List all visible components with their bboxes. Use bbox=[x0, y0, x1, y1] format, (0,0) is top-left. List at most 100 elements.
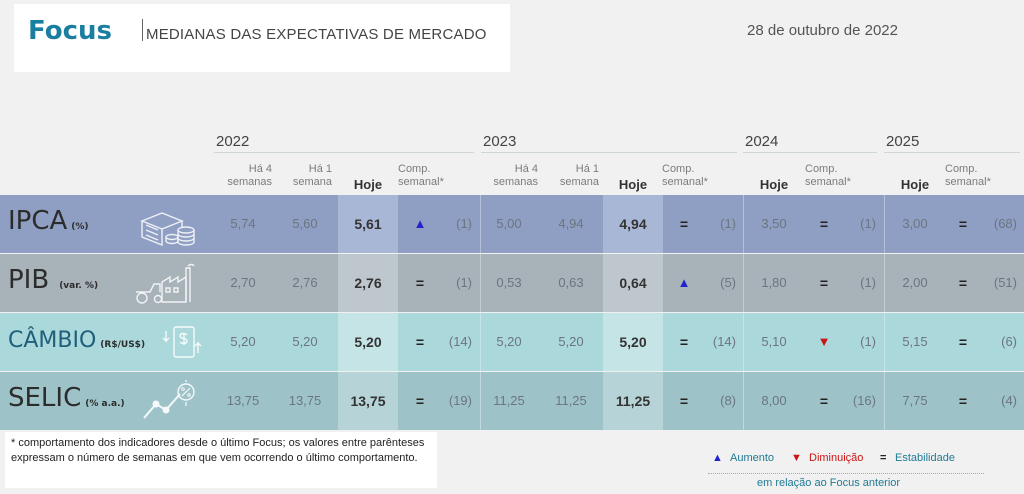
col-head-hoje-2024: Hoje bbox=[759, 177, 789, 192]
trend-equal-icon: = bbox=[679, 216, 689, 232]
value-ha1: 13,75 bbox=[288, 393, 322, 408]
year-divider bbox=[481, 152, 737, 153]
trend-equal-icon: = bbox=[415, 334, 425, 350]
year-divider bbox=[884, 152, 1020, 153]
value-ha1: 11,25 bbox=[555, 393, 587, 408]
hoje-highlight bbox=[338, 254, 398, 312]
row-label-cambio: CÂMBIO (R$/US$) bbox=[8, 328, 146, 353]
footnote: * comportamento dos indicadores desde o … bbox=[5, 432, 437, 488]
legend-divider bbox=[708, 473, 984, 474]
col-head-hoje-2025: Hoje bbox=[900, 177, 930, 192]
year-separator bbox=[743, 372, 744, 430]
value-hoje: 5,20 bbox=[619, 334, 647, 350]
percent-trend-icon bbox=[143, 380, 195, 419]
value-hoje: 11,25 bbox=[615, 393, 651, 409]
coins-stack-icon bbox=[140, 212, 195, 247]
value-hoje: 8,00 bbox=[761, 393, 787, 408]
weeks-count: (1) bbox=[860, 334, 876, 349]
factory-tractor-icon bbox=[136, 263, 195, 304]
value-hoje: 0,64 bbox=[619, 275, 647, 291]
legend-up-icon: ▲ bbox=[712, 452, 723, 464]
trend-equal-icon: = bbox=[958, 334, 968, 350]
table-row-cambio: CÂMBIO (R$/US$) 5,20 5,20 5,20 = (14) 5,2… bbox=[0, 313, 1024, 371]
year-2024: 2024 bbox=[745, 133, 779, 150]
value-hoje: 5,15 bbox=[902, 334, 928, 349]
value-ha4: 5,74 bbox=[230, 216, 256, 231]
weeks-count: (1) bbox=[860, 275, 876, 290]
header-divider bbox=[142, 19, 143, 41]
col-head-ha1-2022: Há 1 semana bbox=[292, 163, 332, 188]
year-separator bbox=[884, 313, 885, 371]
col-head-comp-2022: Comp. semanal* bbox=[398, 163, 444, 188]
weeks-count: (6) bbox=[1001, 334, 1017, 349]
year-separator bbox=[480, 254, 481, 312]
year-2025: 2025 bbox=[886, 133, 920, 150]
year-separator bbox=[480, 372, 481, 430]
table-row-pib: PIB (var. %) 2,70 2,76 2,76 = (1) 0,53 0,… bbox=[0, 254, 1024, 312]
col-head-comp-2024: Comp. semanal* bbox=[805, 163, 851, 188]
value-hoje: 3,00 bbox=[902, 216, 928, 231]
weeks-count: (19) bbox=[448, 393, 472, 408]
value-ha4: 5,20 bbox=[230, 334, 256, 349]
value-ha4: 5,20 bbox=[496, 334, 522, 349]
year-separator bbox=[743, 254, 744, 312]
value-hoje: 5,20 bbox=[354, 334, 382, 350]
hoje-highlight bbox=[603, 254, 663, 312]
value-hoje: 3,50 bbox=[761, 216, 787, 231]
trend-equal-icon: = bbox=[958, 216, 968, 232]
trend-equal-icon: = bbox=[415, 275, 425, 291]
year-separator bbox=[884, 372, 885, 430]
brand-logo: Focus bbox=[28, 16, 112, 46]
value-hoje: 7,75 bbox=[902, 393, 928, 408]
hoje-highlight bbox=[603, 372, 663, 430]
row-label-pib: PIB (var. %) bbox=[8, 265, 99, 295]
value-ha4: 5,00 bbox=[496, 216, 522, 231]
value-ha1: 5,60 bbox=[292, 216, 318, 231]
hoje-highlight bbox=[338, 195, 398, 253]
legend-equal-icon: = bbox=[880, 452, 887, 464]
value-ha4: 2,70 bbox=[230, 275, 256, 290]
trend-up-icon: ▲ bbox=[413, 216, 427, 231]
value-ha1: 5,20 bbox=[292, 334, 318, 349]
year-separator bbox=[884, 195, 885, 253]
report-date: 28 de outubro de 2022 bbox=[747, 22, 898, 39]
legend-down-label: Diminuição bbox=[809, 452, 864, 464]
trend-equal-icon: = bbox=[958, 393, 968, 409]
value-hoje: 13,75 bbox=[350, 393, 386, 409]
trend-up-icon: ▲ bbox=[677, 275, 691, 290]
year-2022: 2022 bbox=[216, 133, 250, 150]
weeks-count: (14) bbox=[712, 334, 736, 349]
trend-equal-icon: = bbox=[679, 334, 689, 350]
year-separator bbox=[480, 313, 481, 371]
weeks-count: (4) bbox=[1001, 393, 1017, 408]
year-divider bbox=[214, 152, 474, 153]
year-separator bbox=[884, 254, 885, 312]
trend-equal-icon: = bbox=[958, 275, 968, 291]
hoje-highlight bbox=[338, 313, 398, 371]
year-divider bbox=[743, 152, 877, 153]
table-row-selic: SELIC (% a.a.) 13,75 13,75 13,75 = (19) 1… bbox=[0, 372, 1024, 430]
year-2023: 2023 bbox=[483, 133, 517, 150]
col-head-hoje-2023: Hoje bbox=[618, 177, 648, 192]
col-head-comp-2023: Comp. semanal* bbox=[662, 163, 708, 188]
year-separator bbox=[743, 195, 744, 253]
value-hoje: 5,10 bbox=[761, 334, 787, 349]
trend-equal-icon: = bbox=[415, 393, 425, 409]
year-separator bbox=[743, 313, 744, 371]
weeks-count: (5) bbox=[720, 275, 736, 290]
year-separator bbox=[480, 195, 481, 253]
row-label-selic: SELIC (% a.a.) bbox=[8, 383, 125, 413]
col-head-ha4-2023: Há 4 semanas bbox=[493, 163, 538, 188]
legend-equal-label: Estabilidade bbox=[895, 452, 955, 464]
value-hoje: 4,94 bbox=[619, 216, 647, 232]
trend-equal-icon: = bbox=[819, 216, 829, 232]
legend-caption: em relação ao Focus anterior bbox=[757, 477, 901, 489]
weeks-count: (1) bbox=[720, 216, 736, 231]
weeks-count: (16) bbox=[852, 393, 876, 408]
value-ha1: 5,20 bbox=[558, 334, 584, 349]
trend-equal-icon: = bbox=[679, 393, 689, 409]
weeks-count: (68) bbox=[993, 216, 1017, 231]
hoje-highlight bbox=[603, 195, 663, 253]
value-ha1: 2,76 bbox=[292, 275, 318, 290]
legend-up-label: Aumento bbox=[730, 452, 775, 464]
